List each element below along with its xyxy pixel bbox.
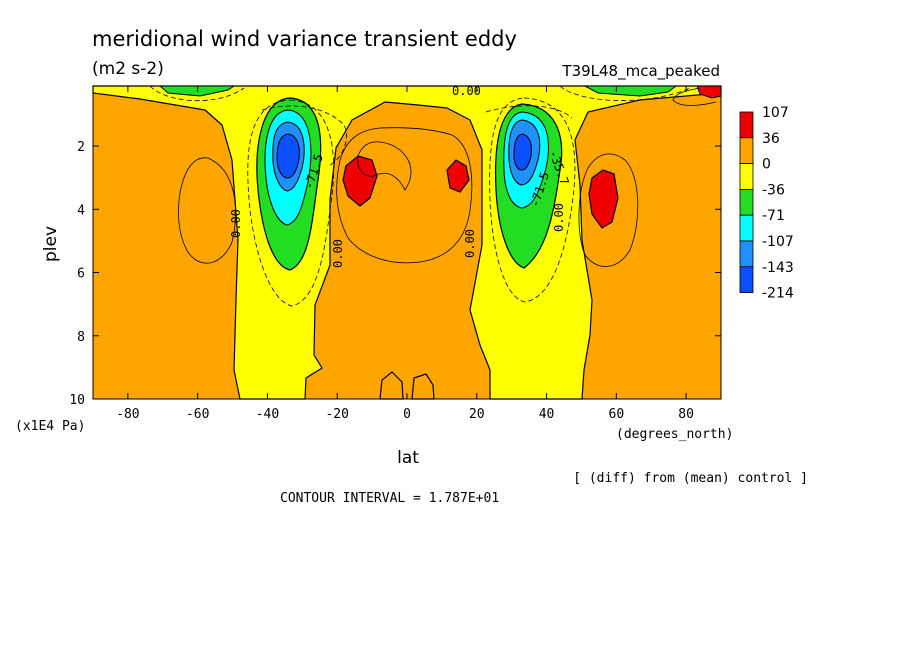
contour-label: 0.00 <box>229 209 243 238</box>
colorbar-swatch <box>739 266 754 293</box>
positive-contours <box>178 87 717 267</box>
x-tick-label: 80 <box>678 407 694 422</box>
y-tick-label: 2 <box>77 140 85 155</box>
colorbar-label: -143 <box>762 260 794 276</box>
northern-trough <box>494 103 563 269</box>
max-blob-left <box>342 155 378 207</box>
colorbar-label: -36 <box>762 182 785 198</box>
x-axis-label: lat <box>397 448 419 468</box>
colorbar-swatch <box>739 163 754 190</box>
x-tick-label: -40 <box>256 407 279 422</box>
chart-title: meridional wind variance transient eddy <box>92 27 517 51</box>
colorbar-label: -214 <box>762 286 794 302</box>
colorbar-label: -71 <box>762 208 785 224</box>
colorbar-swatch <box>739 214 754 242</box>
x-tick-label: -80 <box>116 407 139 422</box>
colorbar-label: 36 <box>762 131 780 147</box>
x-tick-label: 60 <box>609 407 625 422</box>
colorbar: 107 36 0 -36 -71 -107 -143 -214 <box>739 105 794 302</box>
contour-label: 0.00 <box>452 84 481 98</box>
y-tick-label: 10 <box>69 393 85 408</box>
plot-area: 0.00 0.00 0.00 0.00 0.00 -71.5 -71.5 -35… <box>92 84 722 400</box>
colorbar-swatch <box>739 188 754 216</box>
y-tick-label: 6 <box>77 267 85 282</box>
colorbar-swatch <box>739 111 754 139</box>
colorbar-swatch <box>739 240 754 268</box>
field-yellow-region <box>92 85 722 400</box>
contour-label: 0.00 <box>331 239 345 268</box>
x-tick-label: 40 <box>539 407 555 422</box>
x-tick-label: -20 <box>325 407 348 422</box>
contour-label: 0.00 <box>463 229 477 258</box>
y-tick-label: 4 <box>77 203 85 218</box>
run-label: T39L48_mca_peaked <box>561 62 720 81</box>
colorbar-swatch <box>739 137 754 165</box>
negative-contours <box>149 85 691 307</box>
colorbar-label: 0 <box>762 157 771 173</box>
colorbar-label: -107 <box>762 234 794 250</box>
y-axis-label: plev <box>41 226 61 262</box>
southern-trough <box>256 97 322 271</box>
contour-interval: CONTOUR INTERVAL = 1.787E+01 <box>280 491 499 506</box>
max-blob-center <box>446 159 470 193</box>
y-tick-label: 8 <box>77 330 85 345</box>
x-axis: -80 -60 -40 -20 0 20 40 60 80 <box>116 86 694 422</box>
y-axis-units: (x1E4 Pa) <box>15 419 85 434</box>
y-axis: 2 4 6 8 10 <box>69 140 721 408</box>
chart-units: (m2 s-2) <box>92 59 164 79</box>
footnote: [ (diff) from (mean) control ] <box>573 471 808 486</box>
field-positive-background <box>93 86 721 399</box>
x-tick-label: -60 <box>186 407 209 422</box>
x-axis-units: (degrees_north) <box>616 427 733 442</box>
max-blob-right <box>588 169 619 229</box>
x-tick-label: 0 <box>403 407 411 422</box>
x-tick-label: 20 <box>469 407 485 422</box>
contour-label: 0.00 <box>552 203 566 232</box>
colorbar-label: 107 <box>762 105 789 121</box>
